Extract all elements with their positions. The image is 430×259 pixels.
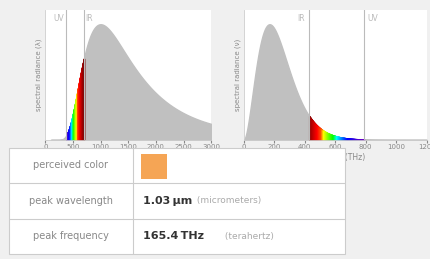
Text: (terahertz): (terahertz) [221,232,273,241]
Text: IR: IR [296,14,304,23]
X-axis label: frequency (THz): frequency (THz) [304,153,365,162]
Text: IR: IR [85,14,92,23]
Y-axis label: spectral radiance (ν): spectral radiance (ν) [233,39,240,111]
Text: peak wavelength: peak wavelength [29,196,113,206]
Text: UV: UV [366,14,377,23]
X-axis label: wavelength (nm): wavelength (nm) [95,153,160,162]
Text: 1.03 μm: 1.03 μm [143,196,192,206]
Text: (micrometers): (micrometers) [193,196,260,205]
Text: perceived color: perceived color [33,160,108,170]
Y-axis label: spectral radiance (λ): spectral radiance (λ) [36,39,43,111]
Text: 165.4 THz: 165.4 THz [143,231,204,241]
Text: peak frequency: peak frequency [33,231,108,241]
Text: UV: UV [54,14,64,23]
Bar [141,154,166,179]
